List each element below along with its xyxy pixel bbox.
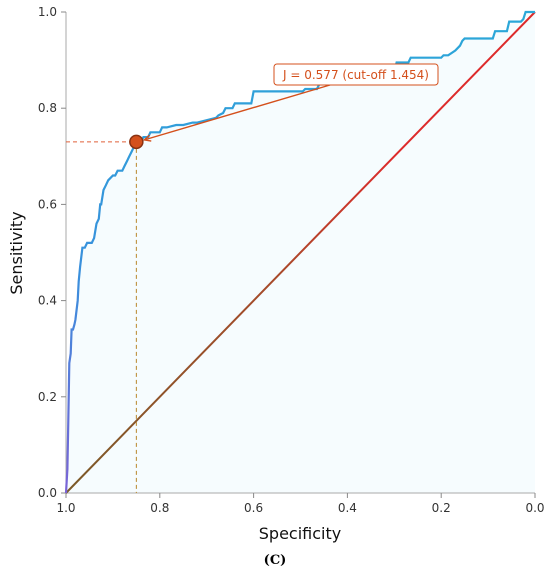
y-tick-label: 0.4 (38, 294, 57, 308)
annotation-text: J = 0.577 (cut-off 1.454) (282, 68, 429, 82)
x-tick-label: 0.0 (525, 501, 544, 515)
annotation-box (273, 63, 439, 86)
x-tick-label: 1.0 (56, 501, 75, 515)
roc-curve-line (64, 10, 535, 494)
y-tick-label: 0.8 (38, 101, 57, 115)
panel-label: (C) (263, 553, 287, 568)
x-axis-title: Specificity (259, 524, 341, 543)
y-tick-label: 1.0 (38, 5, 57, 19)
x-tick-label: 0.2 (432, 501, 451, 515)
annotation-arrowhead (142, 134, 152, 142)
y-tick-label: 0.2 (38, 390, 57, 404)
x-tick-label: 0.4 (338, 501, 357, 515)
y-tick-label: 0.6 (38, 197, 57, 211)
y-tick-label: 0.0 (38, 486, 57, 500)
chance-diagonal-line (65, 11, 536, 494)
x-axis-ticks: 1.0 0.8 0.6 0.4 0.2 0.0 (56, 493, 545, 515)
x-tick-label: 0.8 (150, 501, 169, 515)
annotation-arrow (144, 84, 331, 141)
optimal-point-marker (129, 134, 144, 150)
x-tick-label: 0.6 (244, 501, 263, 515)
y-axis-title: Sensitivity (7, 211, 26, 294)
y-axis-ticks: 0.0 0.2 0.4 0.6 0.8 1.0 (38, 5, 66, 500)
